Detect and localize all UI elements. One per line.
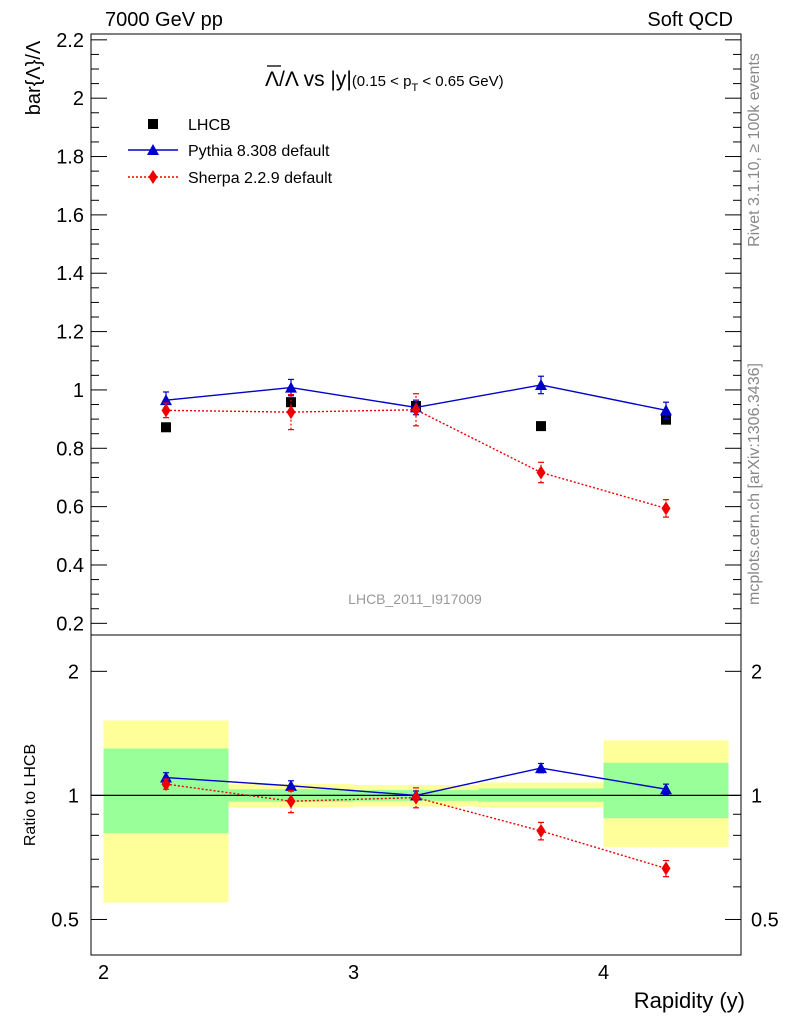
ratio-ytick-label-right: 1 bbox=[751, 785, 762, 807]
main-pythia-point bbox=[660, 404, 672, 416]
ratio-sherpa-line bbox=[165, 783, 667, 870]
main-sherpa-point bbox=[161, 403, 171, 418]
energy-label: 7000 GeV pp bbox=[105, 9, 223, 31]
ratio-ytick-label-right: 0.5 bbox=[751, 909, 779, 931]
main-pythia-point bbox=[160, 394, 172, 406]
ratio-ytick-label-left: 2 bbox=[68, 661, 79, 683]
chart-title: Λ/Λ vs |y|(0.15 < pT < 0.65 GeV) bbox=[265, 68, 504, 94]
title-cut: (0.15 < p bbox=[352, 73, 412, 90]
ratio-sherpa-point bbox=[661, 861, 671, 876]
main-ytick-label: 1.8 bbox=[56, 147, 84, 169]
ratio-sherpa-point bbox=[286, 794, 296, 809]
plot-frames bbox=[90, 33, 742, 956]
legend-label-0: LHCB bbox=[188, 117, 231, 134]
main-ytick-label: 0.8 bbox=[56, 438, 84, 460]
main-lhcb-point bbox=[536, 421, 546, 432]
main-lhcb-point bbox=[286, 397, 296, 408]
legend: LHCB Pythia 8.308 default Sherpa 2.2.9 def… bbox=[128, 117, 333, 187]
main-ytick-label: 1.4 bbox=[56, 263, 84, 285]
ratio-pythia-point bbox=[160, 771, 172, 783]
analysis-watermark: LHCB_2011_I917009 bbox=[348, 591, 482, 607]
main-sherpa-point bbox=[286, 405, 296, 420]
legend-marker-2 bbox=[148, 170, 158, 184]
title-cut-end: < 0.65 GeV) bbox=[418, 73, 503, 90]
legend-marker-1 bbox=[147, 144, 159, 155]
series-marks bbox=[160, 375, 672, 878]
main-pythia-point bbox=[285, 381, 297, 393]
axis-ticks bbox=[91, 39, 741, 920]
main-sherpa-line bbox=[165, 409, 667, 510]
main-ylabel: bar{Λ}/Λ bbox=[23, 40, 45, 115]
main-lhcb-point bbox=[161, 422, 171, 433]
ratio-panel-frame bbox=[90, 634, 742, 956]
main-sherpa-point bbox=[411, 402, 421, 417]
legend-marker-0 bbox=[148, 119, 158, 129]
ratio-pythia-point bbox=[285, 779, 297, 791]
ratio-sherpa-point bbox=[411, 790, 421, 805]
main-ytick-label: 2.2 bbox=[56, 30, 84, 52]
main-ytick-label: 1.6 bbox=[56, 205, 84, 227]
ratio-pythia-point bbox=[660, 783, 672, 795]
ratio-pythia-point bbox=[535, 762, 547, 774]
xtick-label: 2 bbox=[98, 962, 109, 984]
legend-label-1: Pythia 8.308 default bbox=[188, 143, 330, 160]
category-label: Soft QCD bbox=[647, 9, 733, 31]
ratio-sherpa-point bbox=[161, 777, 171, 792]
xlabel: Rapidity (y) bbox=[634, 988, 745, 1013]
legend-label-2: Sherpa 2.2.9 default bbox=[188, 170, 333, 187]
title-main: Λ/Λ vs |y| bbox=[265, 68, 352, 91]
main-ytick-label: 2 bbox=[73, 88, 84, 110]
ratio-ylabel: Ratio to LHCB bbox=[22, 744, 39, 846]
axis-labels: 0.2 0.4 0.6 0.8 1 1.2 1.4 1.6 1.8 2 2.2 2 3 4 0.5 0.5 1 1… bbox=[22, 30, 779, 1013]
main-ytick-label: 1.2 bbox=[56, 322, 84, 344]
main-sherpa-point bbox=[661, 501, 671, 516]
main-ytick-label: 0.6 bbox=[56, 497, 84, 519]
main-ytick-label: 1 bbox=[73, 380, 84, 402]
main-pythia-point bbox=[535, 378, 547, 390]
main-ytick-label: 0.2 bbox=[56, 613, 84, 635]
ratio-ytick-label-left: 1 bbox=[68, 785, 79, 807]
ratio-ytick-label-left: 0.5 bbox=[51, 909, 79, 931]
main-sherpa-point bbox=[536, 465, 546, 480]
ratio-bands bbox=[91, 720, 741, 903]
main-ytick-label: 0.4 bbox=[56, 555, 84, 577]
title-cut-sub: T bbox=[411, 82, 418, 94]
main-lhcb-point bbox=[661, 414, 671, 425]
ratio-sherpa-point bbox=[536, 823, 546, 838]
xtick-label: 3 bbox=[348, 962, 359, 984]
xtick-label: 4 bbox=[598, 962, 609, 984]
ratio-ytick-label-right: 2 bbox=[751, 661, 762, 683]
